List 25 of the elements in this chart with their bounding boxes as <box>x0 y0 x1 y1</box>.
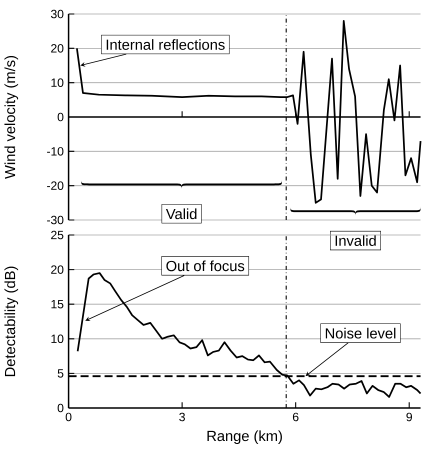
x-tick-label: 9 <box>406 412 412 422</box>
y-tick-label: -20 <box>47 181 64 190</box>
y-tick-label: 25 <box>51 230 64 240</box>
y-tick-label: 15 <box>52 300 64 308</box>
y-axis-title: Wind velocity (m/s) <box>4 56 18 179</box>
annotation: Noise level <box>326 328 396 339</box>
y-tick-label: -30 <box>47 216 64 224</box>
annotation: Valid <box>166 208 197 220</box>
annotation: Out of focus <box>166 260 244 272</box>
y-tick-label: 0 <box>58 112 64 122</box>
x-axis-title: Range (km) <box>208 430 282 444</box>
y-tick-label: 20 <box>51 265 64 274</box>
y-tick-label: 10 <box>52 334 64 344</box>
y-tick-label: -10 <box>47 147 64 156</box>
annotation: Invalid <box>336 235 376 246</box>
y-tick-label: 20 <box>51 44 64 53</box>
y-tick-label: 30 <box>51 10 64 18</box>
y-tick-label: 10 <box>52 78 64 87</box>
x-tick-label: 3 <box>179 412 186 422</box>
y-tick-label: 5 <box>58 369 64 378</box>
y-axis-title: Detectability (dB) <box>4 266 18 376</box>
x-tick-label: 6 <box>293 412 299 422</box>
y-tick-label: 0 <box>58 404 64 412</box>
x-tick-label: 0 <box>66 412 72 422</box>
annotation: Internal reflections <box>106 39 225 50</box>
